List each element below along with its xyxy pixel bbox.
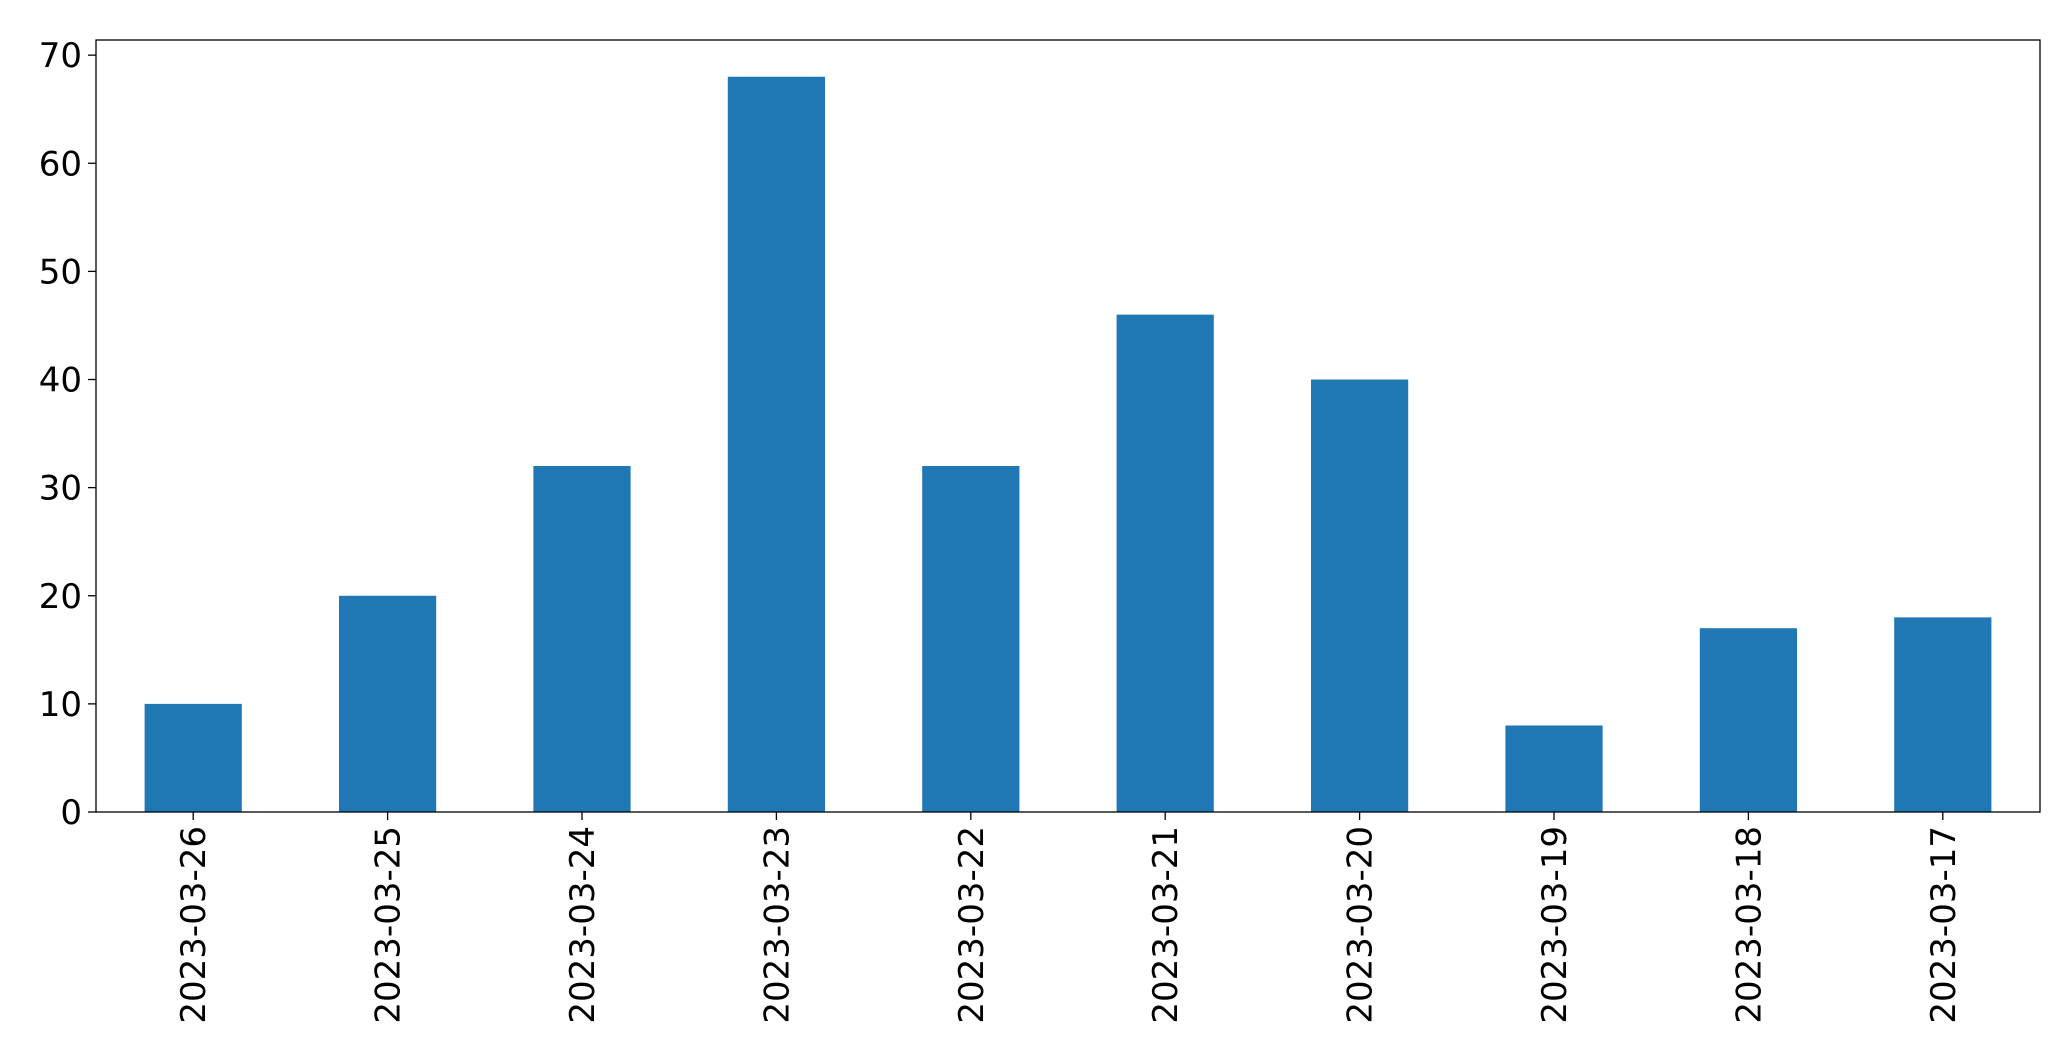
y-tick-label: 10 <box>39 685 82 725</box>
bar <box>922 466 1020 812</box>
x-tick-label: 2023-03-25 <box>369 826 409 1024</box>
y-tick-label: 20 <box>39 577 82 617</box>
bar <box>727 76 825 812</box>
bar <box>339 595 437 812</box>
y-tick-label: 60 <box>39 144 82 184</box>
bar <box>144 703 242 812</box>
y-tick-label: 70 <box>39 36 82 76</box>
x-tick-label: 2023-03-23 <box>757 826 797 1024</box>
bar <box>533 466 631 812</box>
bar <box>1311 379 1409 812</box>
x-tick-label: 2023-03-19 <box>1535 826 1575 1024</box>
y-tick-label: 40 <box>39 361 82 401</box>
bar <box>1116 314 1214 812</box>
bar <box>1699 628 1797 812</box>
y-tick-label: 50 <box>39 252 82 292</box>
x-tick-label: 2023-03-24 <box>563 826 603 1024</box>
x-tick-label: 2023-03-17 <box>1924 826 1964 1024</box>
x-tick-label: 2023-03-21 <box>1146 826 1186 1024</box>
y-tick-label: 0 <box>60 793 82 833</box>
y-tick-label: 30 <box>39 469 82 509</box>
bar <box>1505 725 1603 812</box>
x-tick-label: 2023-03-26 <box>174 826 214 1024</box>
x-tick-label: 2023-03-18 <box>1729 826 1769 1024</box>
bar <box>1894 617 1992 812</box>
plot-frame <box>95 39 2041 813</box>
x-tick-label: 2023-03-22 <box>952 826 992 1024</box>
x-tick-label: 2023-03-20 <box>1341 826 1381 1024</box>
